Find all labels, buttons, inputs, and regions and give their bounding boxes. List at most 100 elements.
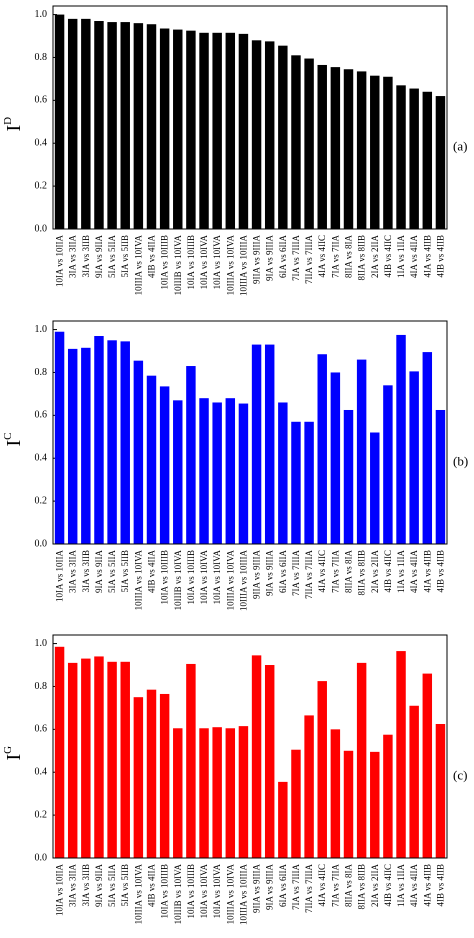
bar bbox=[422, 352, 433, 544]
x-tick-label: 7IA vs 7IIIA bbox=[291, 864, 301, 910]
bar bbox=[251, 40, 262, 229]
bar bbox=[383, 734, 393, 858]
x-tick-label: 4IA vs 4IIB bbox=[422, 550, 432, 593]
bar bbox=[317, 681, 327, 858]
x-tick-label: 10IA vs 10IIIB bbox=[160, 550, 170, 605]
bar bbox=[356, 662, 367, 858]
bar bbox=[225, 32, 236, 229]
x-tick-label: 4IB vs 4IIB bbox=[435, 864, 445, 907]
x-tick-label: 4IA vs 4IIA bbox=[409, 864, 419, 907]
bar bbox=[278, 781, 288, 858]
bar bbox=[146, 375, 157, 544]
x-tick-label: 10IIIA vs 10IVA bbox=[225, 550, 235, 611]
bar bbox=[186, 30, 196, 229]
x-tick-label: 3IA vs 3IIB bbox=[81, 235, 91, 278]
y-axis-label-sup: G bbox=[2, 746, 14, 754]
bar bbox=[356, 71, 367, 229]
bar bbox=[225, 728, 236, 858]
x-tick-label: 9IIA vs 9IIIA bbox=[252, 864, 262, 913]
bar bbox=[370, 751, 380, 858]
bar bbox=[330, 729, 341, 858]
x-tick-label: 7IA vs 7IIA bbox=[330, 550, 340, 593]
x-tick-label: 9IA vs 9IIIA bbox=[265, 550, 275, 596]
plot-frame bbox=[52, 634, 448, 859]
bar bbox=[67, 662, 78, 858]
x-tick-label: 7IIA vs 7IIIA bbox=[304, 235, 314, 284]
x-tick-label: 10IIIB vs 10IVA bbox=[173, 864, 183, 925]
bar bbox=[107, 340, 117, 544]
bar bbox=[396, 85, 406, 229]
bar bbox=[264, 344, 275, 544]
x-tick-label: 10IIIA vs 10IVA bbox=[225, 864, 235, 925]
x-tick-label: 10IIIA vs 10IVA bbox=[225, 235, 235, 296]
bar bbox=[173, 728, 183, 858]
y-axis-label-sup: C bbox=[2, 432, 14, 439]
y-tick-label: 0.0 bbox=[35, 852, 48, 863]
bar bbox=[278, 402, 288, 544]
y-axis-label-sup: D bbox=[2, 117, 14, 125]
bar bbox=[264, 665, 275, 858]
bar bbox=[435, 96, 446, 229]
bar bbox=[343, 409, 354, 544]
bar bbox=[251, 344, 262, 544]
bar bbox=[317, 64, 327, 230]
bar bbox=[212, 32, 222, 229]
bar bbox=[238, 33, 249, 229]
y-tick-label: 0.4 bbox=[35, 138, 48, 149]
y-axis-label: IG bbox=[2, 746, 25, 761]
bar bbox=[356, 359, 367, 544]
x-tick-label: 10IIIA vs 10IIIA bbox=[238, 864, 248, 925]
bar bbox=[54, 646, 65, 858]
x-tick-label: 10IA vs 10IVA bbox=[212, 864, 222, 919]
x-tick-label: 9IA vs 9IIA bbox=[94, 550, 104, 593]
x-tick-label: 7IA vs 7IIIA bbox=[291, 550, 301, 596]
x-tick-label: 1IA vs 1IIA bbox=[396, 550, 406, 593]
bar bbox=[94, 656, 104, 858]
x-tick-label: 10IA vs 10IIIB bbox=[186, 550, 196, 605]
bar bbox=[422, 673, 433, 858]
bar bbox=[343, 750, 354, 858]
x-tick-label: 10IIIA vs 10IIIA bbox=[238, 550, 248, 611]
y-tick-label: 0.4 bbox=[35, 453, 48, 464]
x-tick-label: 4IA vs 4IIC bbox=[317, 550, 327, 593]
bar bbox=[199, 398, 209, 544]
plot-frame bbox=[52, 5, 448, 230]
x-tick-label: 10IA vs 10IIA bbox=[55, 864, 65, 916]
y-tick-label: 0.6 bbox=[35, 724, 48, 735]
x-tick-label: 6IA vs 6IIA bbox=[278, 864, 288, 907]
bar bbox=[94, 21, 104, 230]
bar bbox=[54, 14, 65, 230]
bar bbox=[330, 67, 341, 229]
x-tick-label: 4IA vs 4IIA bbox=[409, 550, 419, 593]
bar bbox=[146, 689, 157, 858]
bar bbox=[409, 88, 419, 229]
x-tick-label: 3IA vs 3IIB bbox=[81, 864, 91, 907]
bar bbox=[396, 651, 406, 858]
x-tick-label: 10IA vs 10IIIB bbox=[186, 235, 196, 290]
bar bbox=[120, 661, 130, 858]
bar bbox=[199, 32, 209, 229]
bar bbox=[383, 385, 393, 544]
x-tick-label: 4IA vs 4IIA bbox=[409, 235, 419, 278]
bar bbox=[159, 693, 170, 858]
y-tick-label: 0.2 bbox=[35, 809, 48, 820]
y-axis-label: ID bbox=[2, 117, 25, 132]
bar bbox=[422, 91, 433, 230]
bar bbox=[225, 398, 236, 544]
x-tick-label: 8IIA vs 8IA bbox=[344, 235, 354, 278]
x-tick-label: 10IA vs 10IVA bbox=[199, 235, 209, 290]
x-tick-label: 10IA vs 10IIIB bbox=[160, 235, 170, 290]
x-tick-label: 9IIA vs 9IIIA bbox=[252, 550, 262, 599]
x-tick-label: 7IA vs 7IIA bbox=[330, 864, 340, 907]
y-tick-label: 1.0 bbox=[35, 638, 48, 649]
y-axis-label-main: I bbox=[3, 440, 25, 447]
bar bbox=[173, 29, 183, 230]
x-tick-label: 10IA vs 10IIA bbox=[55, 235, 65, 287]
y-tick-label: 0.4 bbox=[35, 767, 48, 778]
bar bbox=[133, 697, 144, 858]
x-tick-label: 6IA vs 6IIA bbox=[278, 235, 288, 278]
bar bbox=[238, 726, 249, 858]
x-tick-label: 3IA vs 3IIA bbox=[68, 235, 78, 278]
x-tick-label: 4IA vs 4IIB bbox=[422, 235, 432, 278]
